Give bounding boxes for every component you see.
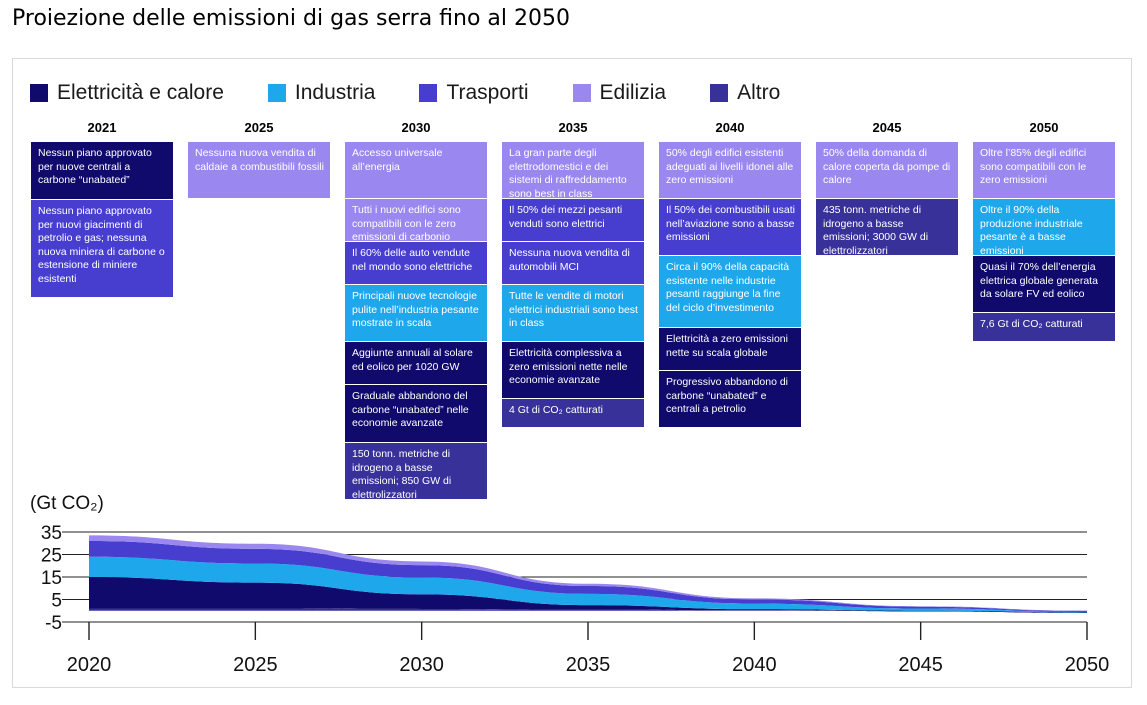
milestone-box: 150 tonn. metriche di idrogeno a basse e… [345, 443, 487, 501]
milestone-year: 2030 [401, 120, 431, 135]
milestone-box: Circa il 90% della capacità esistente ne… [659, 256, 801, 328]
milestone-box: 50% della domanda di calore coperta da p… [816, 142, 958, 199]
milestone-box: Quasi il 70% dell’energia elettrica glob… [973, 256, 1115, 313]
milestone-box: Il 60% delle auto vendute nel mondo sono… [345, 242, 487, 285]
milestone-box: Nessun piano approvato per nuovi giacime… [31, 200, 173, 298]
milestone-box: Nessuna nuova vendita di automobili MCI [502, 242, 644, 285]
legend-swatch [710, 84, 729, 102]
x-tick-label: 2050 [1065, 654, 1110, 676]
y-tick-label: 35 [41, 523, 62, 544]
legend-swatch [419, 84, 438, 102]
milestone-box: 50% degli edifici esistenti adeguati ai … [659, 142, 801, 199]
legend-item: Elettricità e calore [30, 81, 224, 105]
legend-item: Industria [267, 81, 376, 105]
y-axis-label: (Gt CO₂) [30, 493, 104, 514]
chart-frame [12, 58, 1132, 688]
legend-label: Altro [737, 81, 781, 104]
milestone-box: Graduale abbandono del carbone “unabated… [345, 385, 487, 443]
x-tick-label: 2040 [732, 654, 777, 676]
milestone-box: Nessuna nuova vendita di caldaie a combu… [188, 142, 330, 199]
milestone-column-2021: 2021 Nessun piano approvato per nuove cen… [31, 118, 173, 298]
x-tick-label: 2025 [233, 654, 278, 676]
x-tick-label: 2035 [566, 654, 611, 676]
milestone-box: Tutti i nuovi edifici sono compatibili c… [345, 199, 487, 243]
milestone-box: Il 50% dei combustibili usati nell’aviaz… [659, 199, 801, 256]
legend-label: Trasporti [446, 81, 529, 104]
legend: Elettricità e calore Industria Trasporti Ed… [30, 80, 824, 106]
milestone-column-2035: 2035 La gran parte degli elettrodomestici… [502, 118, 644, 428]
milestone-box: 4 Gt di CO₂ catturati [502, 399, 644, 428]
area-series-altro [89, 608, 1087, 613]
x-tick-label: 2030 [399, 654, 444, 676]
milestone-year: 2050 [1029, 120, 1059, 135]
area-series-edilizia [89, 535, 1087, 611]
milestone-year: 2040 [715, 120, 745, 135]
milestone-box: Accesso universale all’energia [345, 142, 487, 199]
milestone-box: Tutte le vendite di motori elettrici ind… [502, 285, 644, 342]
milestone-box: Oltre il 90% della produzione industrial… [973, 199, 1115, 257]
area-series-elettricit-e-calore [89, 577, 1087, 613]
milestone-box: Elettricità complessiva a zero emissioni… [502, 342, 644, 399]
milestone-column-2050: 2050 Oltre l’85% degli edifici sono compa… [973, 118, 1115, 342]
milestone-year: 2021 [87, 120, 117, 135]
milestone-column-2025: 2025 Nessuna nuova vendita di caldaie a c… [188, 118, 330, 199]
milestone-box: 435 tonn. metriche di idrogeno a basse e… [816, 199, 958, 257]
legend-item: Altro [710, 81, 780, 105]
x-tick-label: 2020 [67, 654, 112, 676]
milestone-box: La gran parte degli elettrodomestici e d… [502, 142, 644, 200]
milestone-box: Oltre l’85% degli edifici sono compatibi… [973, 142, 1115, 199]
milestone-box: Elettricità a zero emissioni nette su sc… [659, 328, 801, 371]
milestone-year: 2025 [244, 120, 274, 135]
x-tick-label: 2045 [898, 654, 943, 676]
milestone-column-2030: 2030 Accesso universale all’energia Tutti … [345, 118, 487, 501]
milestone-box: Principali nuove tecnologie pulite nell’… [345, 285, 487, 342]
page-title: Proiezione delle emissioni di gas serra … [12, 6, 570, 31]
legend-label: Industria [294, 81, 376, 104]
legend-label: Edilizia [599, 81, 667, 104]
milestone-box: Il 50% dei mezzi pesanti venduti sono el… [502, 199, 644, 242]
legend-item: Trasporti [419, 81, 529, 105]
milestone-column-2045: 2045 50% della domanda di calore coperta … [816, 118, 958, 257]
milestone-column-2040: 2040 50% degli edifici esistenti adeguati… [659, 118, 801, 428]
milestone-box: Progressivo abbandono di carbone “unabat… [659, 371, 801, 428]
area-series-industria [89, 556, 1087, 613]
milestone-box: 7,6 Gt di CO₂ catturati [973, 313, 1115, 342]
legend-label: Elettricità e calore [57, 81, 224, 104]
milestone-box: Aggiunte annuali al solare ed eolico per… [345, 342, 487, 385]
milestone-year: 2035 [558, 120, 588, 135]
legend-swatch [572, 84, 591, 102]
y-tick-label: 5 [51, 591, 62, 612]
milestone-box: Nessun piano approvato per nuove central… [31, 142, 173, 200]
y-tick-label: -5 [45, 613, 62, 634]
area-series-trasporti [89, 541, 1087, 612]
y-tick-label: 25 [41, 546, 62, 567]
legend-swatch [267, 84, 286, 102]
legend-item: Edilizia [572, 81, 667, 105]
legend-swatch [30, 84, 48, 102]
y-tick-label: 15 [41, 568, 62, 589]
milestone-year: 2045 [872, 120, 902, 135]
